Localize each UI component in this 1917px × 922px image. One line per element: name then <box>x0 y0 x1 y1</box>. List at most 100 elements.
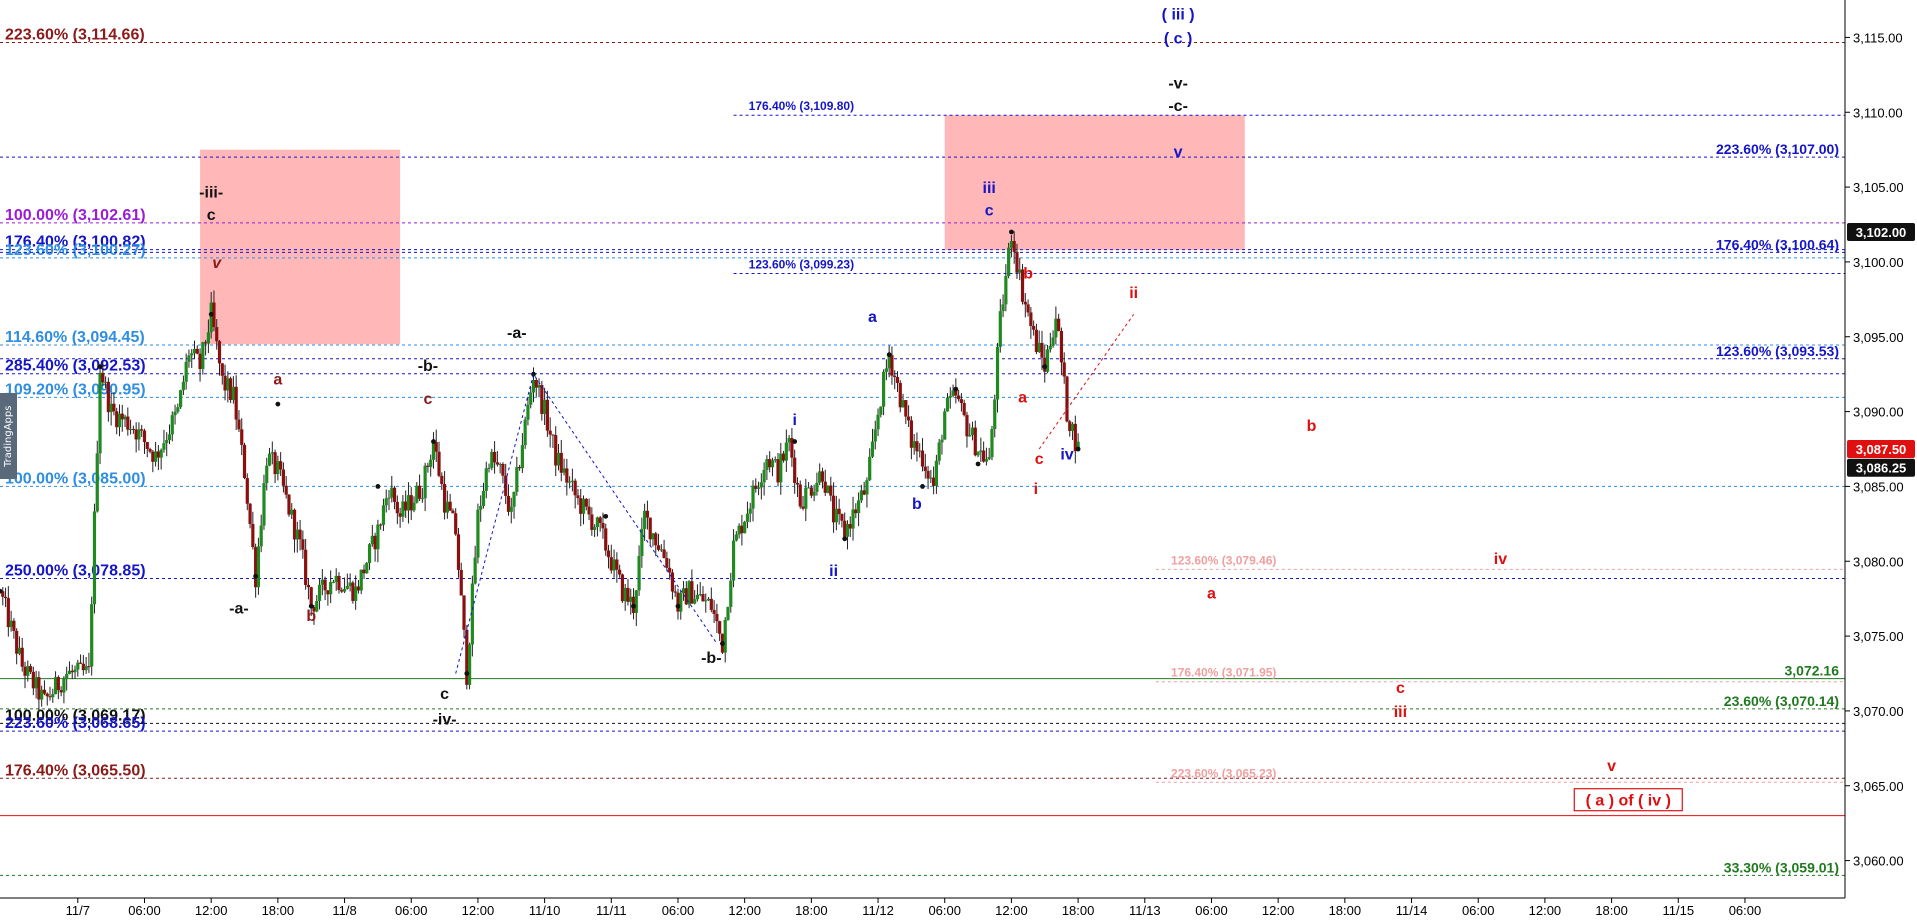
candle-body <box>701 594 705 602</box>
candle-body <box>1012 241 1016 252</box>
level-label-21: 223.60% (3,065.23) <box>1171 766 1276 780</box>
candle-body <box>965 415 969 437</box>
candle-body <box>1045 349 1050 372</box>
candle-body <box>523 419 527 446</box>
candle-body <box>648 517 652 540</box>
x-tick-label-21: 06:00 <box>1462 903 1495 918</box>
wave-label-18: -b- <box>701 650 721 667</box>
candle-body <box>76 662 80 670</box>
candle-body <box>1037 342 1041 353</box>
wave-label-1: ( c ) <box>1164 30 1192 47</box>
candle-body <box>434 442 438 452</box>
candle-body <box>865 480 869 495</box>
candle-body <box>431 442 436 460</box>
candle-body <box>479 506 483 510</box>
candle-body <box>748 508 752 514</box>
candle-body <box>704 600 708 602</box>
candle-body <box>381 505 386 525</box>
candle-body <box>276 461 280 475</box>
wave-label-28: ii <box>1129 285 1138 302</box>
wave-label-4: v <box>1174 144 1183 161</box>
wave-label-5: iii <box>983 180 996 197</box>
candle-body <box>506 495 511 512</box>
candle-body <box>484 468 488 491</box>
candle-body <box>554 435 558 466</box>
wave-label-25: c <box>1035 451 1044 468</box>
level-label-11: 109.20% (3,090.95) <box>5 381 146 398</box>
candle-body <box>820 471 825 482</box>
candle-body <box>826 485 830 493</box>
candle-body <box>501 463 505 476</box>
wave-label-9: v <box>212 255 222 272</box>
pivot-dot-19 <box>975 461 981 467</box>
candle-body <box>120 413 124 420</box>
candle-body <box>954 390 958 396</box>
candle-body <box>492 451 497 463</box>
candle-body <box>487 467 491 469</box>
candle-body <box>345 585 349 589</box>
candle-body <box>1073 423 1077 452</box>
candle-body <box>534 379 538 388</box>
candle-body <box>854 509 858 514</box>
candle-body <box>87 666 91 668</box>
candle-body <box>937 442 941 461</box>
candle-body <box>1020 269 1025 302</box>
pivot-dot-0 <box>0 588 3 594</box>
candle-body <box>793 457 797 483</box>
candle-body <box>565 468 569 483</box>
candle-body <box>65 673 69 680</box>
candle-body <box>112 403 116 412</box>
candle-body <box>329 582 333 595</box>
x-tick-label-24: 11/15 <box>1662 903 1694 918</box>
y-tick-label-3: 3,075.00 <box>1853 629 1904 644</box>
candle-body <box>909 420 913 448</box>
candle-body <box>420 498 424 500</box>
candle-body <box>15 630 19 654</box>
candle-body <box>348 582 352 586</box>
candle-body <box>670 572 675 592</box>
candle-body <box>309 587 313 608</box>
candle-body <box>259 525 263 547</box>
trading-apps-tab[interactable]: TradingApps <box>0 393 17 479</box>
candle-body <box>957 395 961 400</box>
candle-body <box>67 670 72 674</box>
candle-body <box>765 459 769 470</box>
candle-body <box>170 415 174 435</box>
candle-body <box>131 428 135 430</box>
wave-label-31: iv <box>1494 551 1507 568</box>
candle-body <box>831 495 836 523</box>
level-label-10: 285.40% (3,092.53) <box>5 358 146 375</box>
candle-body <box>342 588 347 592</box>
candle-body <box>154 451 158 462</box>
candle-body <box>640 528 644 557</box>
candle-body <box>81 663 85 671</box>
candle-body <box>142 430 147 443</box>
candle-body <box>545 399 549 431</box>
candle-body <box>498 463 502 465</box>
pivot-dot-21 <box>1042 364 1048 370</box>
candle-body <box>912 441 916 448</box>
candle-body <box>320 579 324 585</box>
candle-body <box>932 477 936 486</box>
candle-body <box>843 520 847 537</box>
candle-body <box>367 544 372 563</box>
pivot-dot-7 <box>431 439 436 444</box>
candle-body <box>920 450 925 467</box>
candle-body <box>693 599 697 604</box>
candle-body <box>576 495 580 499</box>
candle-body <box>656 545 661 550</box>
candle-body <box>356 586 361 591</box>
candle-body <box>229 378 233 401</box>
level-label-2: 223.60% (3,107.00) <box>1716 141 1839 157</box>
candle-body <box>234 386 238 420</box>
pivot-dot-4 <box>275 401 281 407</box>
wave-label-30: a <box>1207 586 1216 603</box>
candle-body <box>390 487 394 498</box>
level-label-5: 123.60% (3,100.27) <box>5 242 146 259</box>
x-tick-label-19: 18:00 <box>1329 903 1362 918</box>
candle-body <box>140 429 144 431</box>
y-tick-label-0: 3,060.00 <box>1853 854 1904 869</box>
y-tick-label-9: 3,105.00 <box>1853 180 1904 195</box>
candle-body <box>962 403 966 416</box>
